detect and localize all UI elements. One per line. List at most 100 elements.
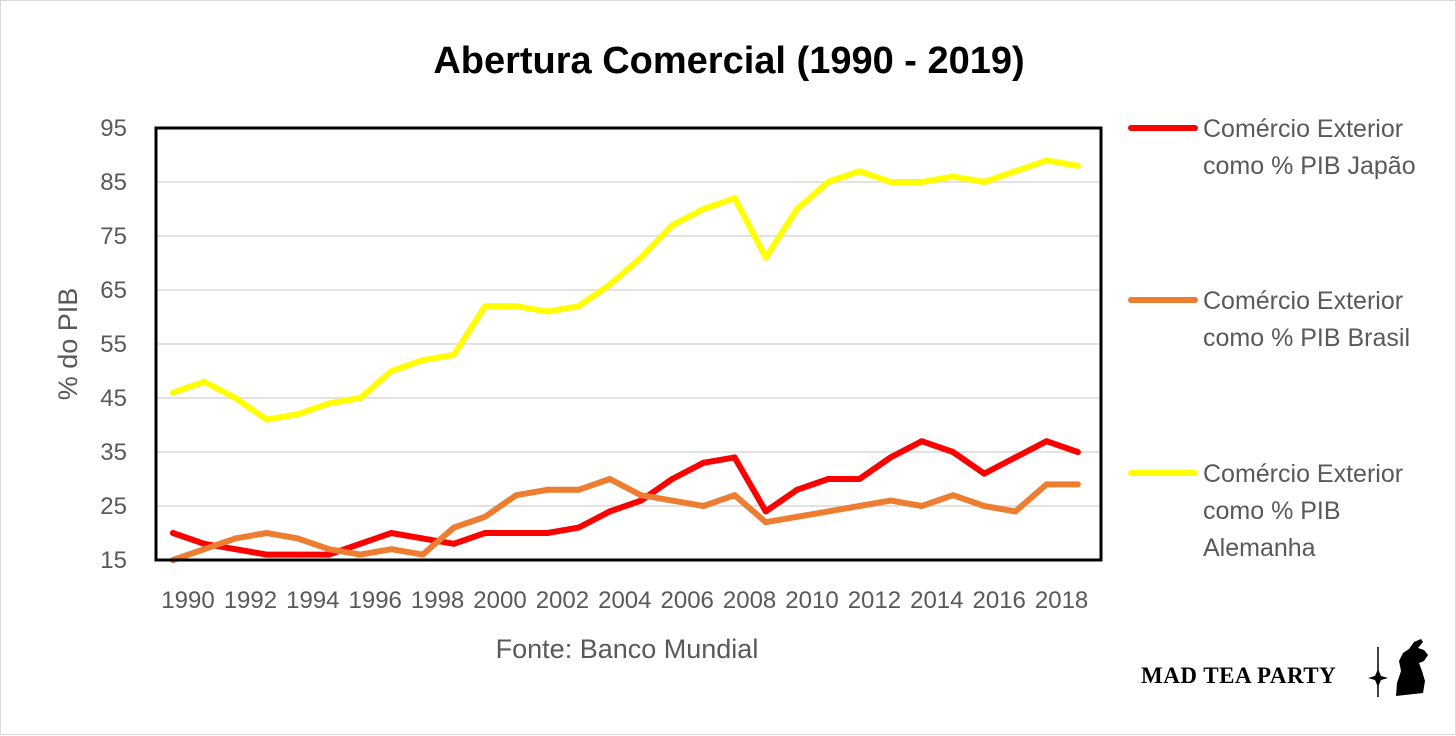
data-point [638, 254, 644, 261]
data-point [950, 449, 956, 455]
sparkle-icon [1368, 669, 1388, 687]
data-point [1074, 481, 1081, 488]
data-point [326, 400, 332, 407]
chart-title: Abertura Comercial (1990 - 2019) [433, 40, 1024, 82]
data-point [482, 530, 488, 536]
legend-label: como % PIB Japão [1203, 152, 1416, 180]
data-point [887, 497, 894, 504]
series-line-2 [170, 157, 1081, 423]
data-point [669, 497, 676, 504]
data-point [326, 551, 332, 558]
data-point [544, 486, 551, 493]
logo-text: MAD TEA PARTY [1141, 663, 1336, 688]
data-point [794, 513, 800, 520]
data-point [357, 551, 364, 558]
data-point [232, 535, 239, 542]
data-point [419, 551, 426, 558]
data-point [263, 416, 270, 423]
data-point [825, 508, 832, 515]
data-point [731, 195, 738, 202]
data-point [606, 476, 613, 482]
x-tick-label: 2016 [973, 587, 1026, 614]
x-tick-label: 2018 [1035, 587, 1088, 614]
data-point [482, 513, 488, 520]
data-point [762, 254, 769, 261]
x-tick-label: 1992 [224, 587, 277, 614]
x-tick-label: 2010 [785, 587, 838, 614]
data-point [388, 368, 395, 374]
data-point [794, 486, 800, 493]
x-tick-label: 2008 [723, 587, 776, 614]
data-point [1074, 449, 1081, 455]
y-tick-label: 35 [100, 439, 127, 466]
data-point [544, 530, 551, 536]
x-tick-label: 1990 [161, 587, 214, 614]
data-point [638, 497, 644, 504]
data-point [856, 503, 863, 509]
y-tick-label: 55 [100, 331, 127, 358]
data-point [294, 411, 301, 418]
data-point [326, 546, 332, 553]
logo: MAD TEA PARTY [1141, 639, 1428, 697]
x-tick-label: 1996 [349, 587, 402, 614]
data-point [825, 179, 832, 185]
y-axis-title: % do PIB [53, 288, 83, 401]
x-tick-label: 2012 [848, 587, 901, 614]
data-point [450, 540, 457, 547]
data-point [263, 530, 270, 536]
y-tick-label: 65 [100, 277, 127, 304]
data-point [575, 486, 582, 493]
legend-label: Alemanha [1203, 534, 1316, 562]
data-point [450, 351, 457, 358]
data-point [731, 492, 738, 499]
data-point [294, 535, 301, 542]
legend-label: Comércio Exterior [1203, 460, 1403, 488]
data-point [918, 179, 925, 185]
data-point [232, 395, 239, 401]
data-point [513, 530, 520, 536]
x-axis-ticks: 1990 1992 1994 1996 1998 2000 2002 2004 2006 2008… [161, 587, 1088, 614]
data-point [263, 551, 270, 558]
data-point [856, 476, 863, 482]
data-point [1043, 157, 1050, 164]
data-point [388, 530, 395, 536]
data-point [357, 395, 364, 401]
y-axis-ticks: 15 25 35 45 55 65 75 85 95 [100, 115, 127, 574]
x-tick-label: 2004 [598, 587, 651, 614]
y-tick-label: 25 [100, 493, 127, 520]
data-point [1043, 438, 1050, 445]
data-point [170, 530, 176, 536]
x-tick-label: 2002 [536, 587, 589, 614]
legend: Comércio Exterior como % PIB Japão Comérci… [1128, 115, 1416, 562]
data-point [918, 503, 925, 509]
data-point [1074, 162, 1081, 169]
data-point [419, 535, 426, 542]
data-point [700, 206, 707, 212]
data-point [669, 476, 676, 482]
series-line-0 [170, 438, 1081, 558]
data-point [762, 519, 769, 526]
series-lines [170, 157, 1081, 563]
gridlines [156, 181, 1101, 507]
data-point [232, 546, 239, 553]
plot-area-border [154, 126, 1103, 562]
data-point [918, 438, 925, 445]
data-point [575, 303, 582, 310]
data-point [513, 492, 520, 499]
x-tick-label: 1998 [411, 587, 464, 614]
data-point [981, 179, 988, 185]
y-tick-label: 15 [100, 547, 127, 574]
data-point [388, 546, 395, 553]
hare-silhouette-icon [1396, 639, 1428, 696]
data-point [981, 470, 988, 477]
data-point [887, 179, 894, 185]
y-tick-label: 45 [100, 385, 127, 412]
data-point [950, 492, 956, 499]
data-point [981, 503, 988, 509]
data-point [294, 551, 301, 558]
data-point [825, 476, 832, 482]
x-tick-label: 1994 [286, 587, 339, 614]
legend-label: como % PIB [1203, 497, 1341, 525]
